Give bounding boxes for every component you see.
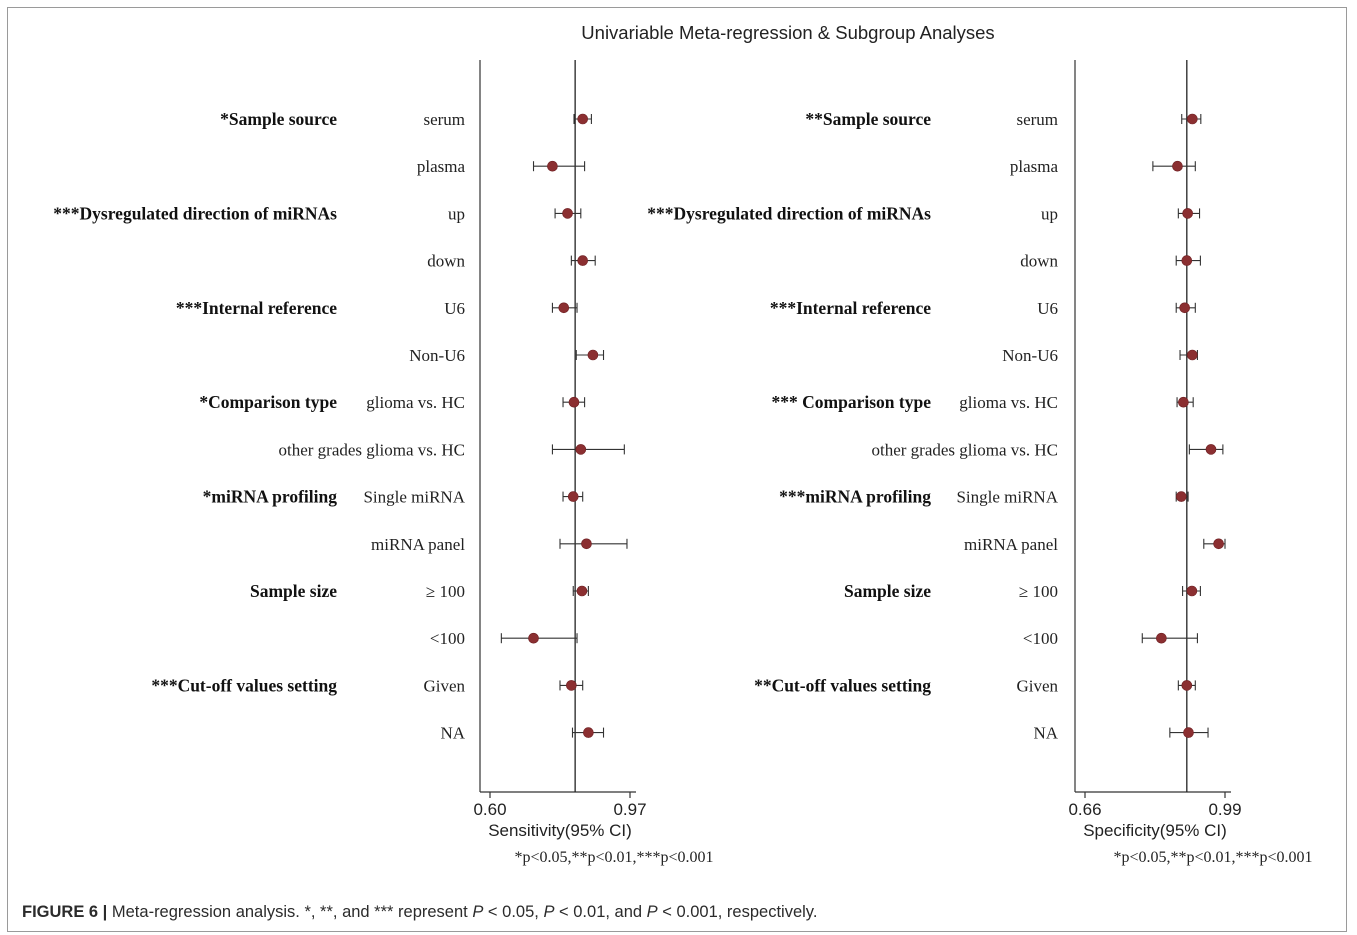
figure-frame (7, 7, 1347, 932)
subgroup-label: plasma (1010, 157, 1059, 176)
estimate-point (1187, 349, 1198, 361)
estimate-point (1156, 632, 1167, 644)
estimate-point (566, 680, 577, 691)
subgroup-label: NA (1033, 724, 1058, 743)
estimate-point (1181, 255, 1193, 266)
estimate-point (1181, 680, 1193, 691)
subgroup-label: serum (423, 110, 465, 129)
subgroup-label: Single miRNA (956, 488, 1058, 507)
x-tick-label: 0.97 (613, 800, 646, 819)
subgroup-label: ≥ 100 (1019, 582, 1058, 601)
estimate-point (577, 255, 589, 266)
x-axis-label: Sensitivity(95% CI) (488, 821, 632, 840)
estimate-point (1186, 585, 1198, 597)
x-tick-label: 0.99 (1208, 800, 1241, 819)
group-label: **Sample source (805, 109, 931, 129)
caption-label: FIGURE 6 | (22, 903, 108, 921)
estimate-point (583, 727, 594, 738)
chart-title: Univariable Meta-regression & Subgroup A… (581, 22, 994, 43)
group-label: *Sample source (220, 109, 337, 129)
estimate-point (587, 349, 599, 361)
group-label: ***Internal reference (176, 298, 337, 318)
subgroup-label: Single miRNA (363, 488, 465, 507)
significance-footnote: *p<0.05,**p<0.01,***p<0.001 (1113, 849, 1312, 866)
estimate-point (575, 444, 587, 455)
estimate-point (581, 538, 592, 550)
x-tick-label: 0.66 (1068, 800, 1101, 819)
estimate-point (576, 585, 588, 597)
estimate-point (1182, 208, 1193, 219)
subgroup-label: U6 (1037, 299, 1058, 318)
forest-panel-2: 0.66 0.99 Specificity(95% CI) *p<0.05,**p<0… (647, 60, 1313, 866)
subgroup-label: NA (440, 724, 465, 743)
subgroup-label: miRNA panel (371, 535, 465, 554)
subgroup-label: <100 (430, 629, 465, 648)
figure-caption: FIGURE 6 | Meta-regression analysis. *, … (22, 903, 1342, 922)
estimate-point (1213, 538, 1224, 550)
subgroup-label: down (1020, 252, 1058, 271)
group-label: ***Dysregulated direction of miRNAs (53, 203, 337, 223)
subgroup-label: U6 (444, 299, 465, 318)
estimate-point (558, 302, 570, 314)
estimate-point (568, 396, 580, 408)
subgroup-label: up (448, 204, 465, 223)
estimate-point (1172, 160, 1183, 172)
estimate-point (528, 632, 539, 644)
caption-text: Meta-regression analysis. *, **, and ***… (111, 903, 818, 921)
subgroup-label: other grades glioma vs. HC (872, 440, 1059, 459)
subgroup-label: plasma (417, 157, 466, 176)
estimate-point (577, 113, 589, 125)
subgroup-label: <100 (1023, 629, 1058, 648)
estimate-point (547, 160, 558, 172)
group-label: *** Comparison type (772, 392, 932, 412)
group-label: ***Internal reference (770, 298, 931, 318)
group-label: Sample size (250, 581, 337, 601)
group-label: ***Dysregulated direction of miRNAs (647, 203, 931, 223)
estimate-point (567, 491, 579, 502)
subgroup-label: glioma vs. HC (959, 393, 1058, 412)
subgroup-label: glioma vs. HC (366, 393, 465, 412)
group-label: **Cut-off values setting (754, 675, 931, 695)
estimate-point (1187, 113, 1198, 125)
subgroup-label: Given (1016, 676, 1058, 695)
group-label: ***Cut-off values setting (151, 675, 337, 695)
subgroup-label: down (427, 252, 465, 271)
estimate-point (1183, 727, 1194, 738)
subgroup-label: other grades glioma vs. HC (279, 440, 466, 459)
group-label: *Comparison type (199, 392, 337, 412)
estimate-point (562, 208, 573, 219)
subgroup-label: miRNA panel (964, 535, 1058, 554)
subgroup-label: serum (1016, 110, 1058, 129)
estimate-point (1205, 444, 1217, 455)
group-label: *miRNA profiling (203, 487, 338, 507)
subgroup-label: ≥ 100 (426, 582, 465, 601)
estimate-point (1178, 396, 1189, 408)
subgroup-label: Non-U6 (1002, 346, 1058, 365)
group-label: Sample size (844, 581, 931, 601)
subgroup-label: Non-U6 (409, 346, 465, 365)
estimate-point (1179, 302, 1190, 314)
x-axis-label: Specificity(95% CI) (1083, 821, 1227, 840)
x-tick-label: 0.60 (473, 800, 506, 819)
forest-panel-1: 0.60 0.97 Sensitivity(95% CI) *p<0.05,**p<0… (53, 60, 714, 866)
subgroup-label: Given (423, 676, 465, 695)
group-label: ***miRNA profiling (779, 487, 931, 507)
subgroup-label: up (1041, 204, 1058, 223)
significance-footnote: *p<0.05,**p<0.01,***p<0.001 (514, 849, 713, 866)
estimate-point (1176, 491, 1187, 502)
